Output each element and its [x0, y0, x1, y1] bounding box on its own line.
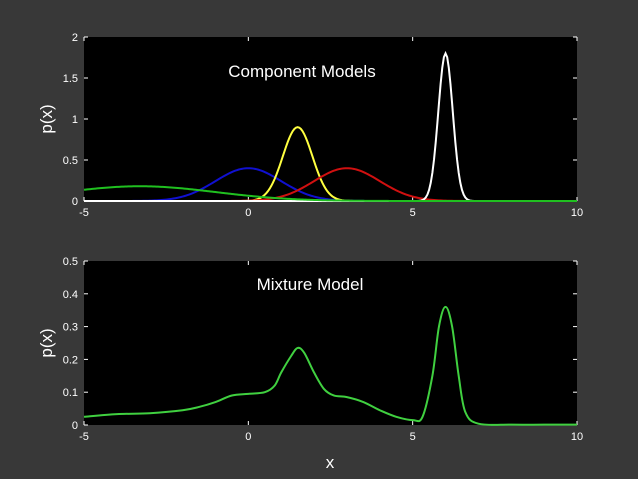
- y-tick-label: 0.5: [63, 155, 78, 167]
- x-tick-label: 5: [410, 431, 416, 443]
- y-tick-label: 0.1: [63, 387, 78, 399]
- x-tick-label: 0: [245, 431, 251, 443]
- plot-area-top: [84, 37, 577, 201]
- chart-title-top: Component Models: [228, 62, 375, 81]
- y-axis-label-top: p(x): [37, 104, 56, 133]
- mixture-model-chart: Mixture Model p(x) x -5 0 5 1000.10.20.30.4…: [37, 256, 583, 472]
- component-curve: [83, 185, 577, 202]
- x-tick-label: 10: [571, 431, 583, 443]
- x-tick-label: -5: [79, 207, 89, 219]
- series-lines-top: [83, 50, 577, 202]
- x-tick-label: 0: [245, 207, 251, 219]
- x-tick-label: 10: [571, 207, 583, 219]
- y-tick-label: 0.5: [63, 256, 78, 268]
- y-tick-label: 0.4: [63, 289, 78, 301]
- y-tick-label: 0: [72, 196, 78, 208]
- y-tick-label: 1.5: [63, 73, 78, 85]
- y-tick-label: 0: [72, 420, 78, 432]
- chart-title-bottom: Mixture Model: [257, 275, 364, 294]
- x-tick-label: 5: [410, 207, 416, 219]
- x-axis-label-bottom: x: [326, 453, 335, 472]
- mixture-curve: [83, 305, 577, 426]
- y-tick-label: 0.2: [63, 354, 78, 366]
- x-tick-label: -5: [79, 431, 89, 443]
- y-tick-label: 2: [72, 32, 78, 44]
- plot-area-bottom: [84, 261, 577, 425]
- y-axis-label-bottom: p(x): [37, 328, 56, 357]
- y-tick-label: 0.3: [63, 322, 78, 334]
- series-lines-bottom: [83, 305, 577, 426]
- y-tick-label: 1: [72, 114, 78, 126]
